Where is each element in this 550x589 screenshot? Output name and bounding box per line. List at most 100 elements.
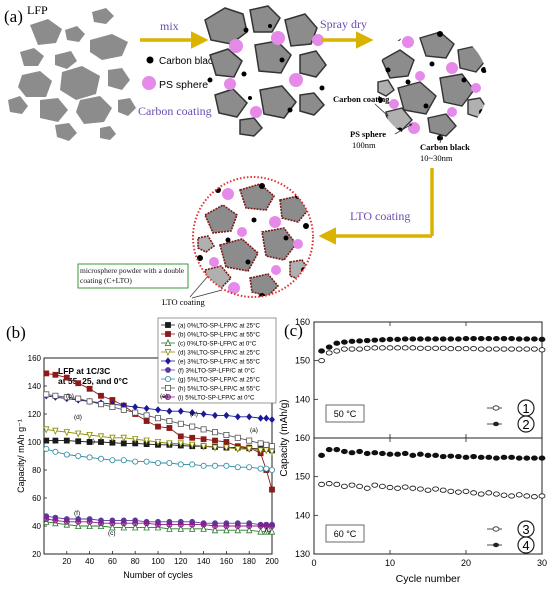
- c-series-point: [356, 346, 364, 352]
- b-xtick-label: 40: [85, 557, 94, 566]
- panel-b-title-line2: at 55, 25, and 0°C: [58, 376, 128, 386]
- b-xtick-label: 60: [108, 557, 117, 566]
- c-series-point: [477, 346, 485, 352]
- c-series-point: [515, 492, 523, 498]
- b-legend-marker: [164, 384, 171, 391]
- b-series-line: [46, 448, 273, 471]
- c-series-point: [538, 455, 546, 461]
- b-series-point: [86, 521, 93, 529]
- b-series-point: [86, 432, 93, 440]
- panel-c-axes: 140 150 160 130 140 150 160 0 10 20 30: [295, 317, 547, 568]
- b-series-point: [269, 486, 275, 493]
- b-legend-marker: [165, 357, 171, 365]
- c-series-point: [447, 346, 455, 352]
- b-series-point: [74, 521, 82, 529]
- b-curve-label: (c): [108, 530, 116, 537]
- b-xtick-label: 120: [174, 557, 188, 566]
- c-series-point: [409, 485, 417, 491]
- b-series-point: [154, 521, 161, 528]
- b-series-point: [120, 457, 127, 464]
- c-series-point: [401, 336, 409, 342]
- c-series-point: [318, 358, 326, 364]
- c-series-point: [340, 339, 348, 345]
- b-series-point: [109, 434, 116, 442]
- panel-c-xlabel: Cycle number: [396, 573, 461, 585]
- b-series-point: [200, 462, 207, 469]
- b-series-point: [75, 395, 82, 402]
- b-series-point: [63, 437, 70, 444]
- c-xtick-label: 30: [537, 558, 547, 568]
- b-series-point: [52, 427, 59, 435]
- b-xtick-label: 200: [265, 557, 279, 566]
- b-series-point: [43, 426, 50, 434]
- b-series-point: [63, 394, 70, 401]
- b-series-point: [177, 461, 184, 468]
- b-series-point: [268, 523, 275, 530]
- b-series-point: [132, 520, 139, 527]
- b-series-point: [268, 466, 275, 473]
- c-series-point: [515, 336, 523, 342]
- c-series-point: [386, 345, 394, 351]
- b-series-point: [177, 440, 185, 448]
- b-xtick-label: 160: [220, 557, 234, 566]
- b-series-point: [234, 523, 241, 530]
- b-legend-marker: [165, 322, 171, 328]
- spray-dried-microsphere: [376, 29, 488, 141]
- b-ytick-label: 60: [32, 494, 41, 503]
- b-series-point: [143, 458, 150, 465]
- b-series-point: [177, 407, 184, 415]
- b-series-point: [143, 404, 150, 412]
- c-xtick-label: 0: [311, 558, 316, 568]
- b-legend-marker: [164, 393, 171, 400]
- c-series-point: [348, 338, 356, 344]
- c-series-point: [447, 453, 455, 459]
- c-series-point: [386, 451, 394, 457]
- b-series-point: [177, 521, 184, 528]
- c-series-point: [371, 450, 379, 456]
- b-series-point: [86, 454, 93, 461]
- c-series-point: [416, 451, 424, 457]
- c-series-point: [363, 345, 371, 351]
- b-series-point: [211, 526, 219, 534]
- panel-b-label: (b): [6, 323, 26, 342]
- panel-c-series: [318, 336, 546, 500]
- c-series-point: [500, 454, 508, 460]
- carbon-coating-label: Carbon coating: [138, 104, 212, 118]
- c-series-point: [485, 336, 493, 342]
- c-series-point: [363, 485, 371, 491]
- mixed-carbon-black: [207, 24, 325, 113]
- b-series-point: [211, 523, 218, 530]
- lto-coating-label: LTO coating: [350, 209, 410, 223]
- c-series-point: [356, 338, 364, 344]
- b-series-point: [177, 433, 184, 440]
- panel-c-top-temp: 50 °C: [334, 409, 357, 419]
- b-series-point: [86, 439, 93, 445]
- b-ytick-label: 160: [28, 354, 42, 363]
- b-series-point: [143, 412, 150, 419]
- c-series-point: [439, 453, 447, 460]
- panel-a-label: (a): [4, 7, 23, 26]
- b-series-point: [52, 517, 59, 524]
- c-series-point: [538, 347, 546, 353]
- c-ytick-label: 150: [295, 472, 310, 482]
- b-series-point: [234, 526, 242, 534]
- c-series-point: [409, 452, 417, 458]
- b-series-point: [75, 518, 82, 525]
- c-series-point: [454, 453, 462, 460]
- carbon-black-note: Carbon black: [420, 142, 470, 152]
- c-series-point: [492, 455, 500, 461]
- c-series-point: [348, 450, 356, 456]
- b-series-point: [189, 521, 196, 528]
- c-series-point: [432, 486, 440, 492]
- b-series-6: [43, 445, 275, 473]
- b-series-point: [263, 523, 270, 530]
- b-legend-marker: [164, 375, 171, 382]
- b-legend-label: (i) 5%LTO-SP-LFP/C at 0°C: [178, 395, 255, 402]
- b-series-point: [109, 520, 116, 527]
- b-series-point: [52, 371, 59, 378]
- panel-c-legend-3: 3: [522, 522, 529, 537]
- b-series-line: [46, 440, 273, 451]
- c-series-1: [318, 345, 546, 364]
- c-series-point: [318, 481, 326, 487]
